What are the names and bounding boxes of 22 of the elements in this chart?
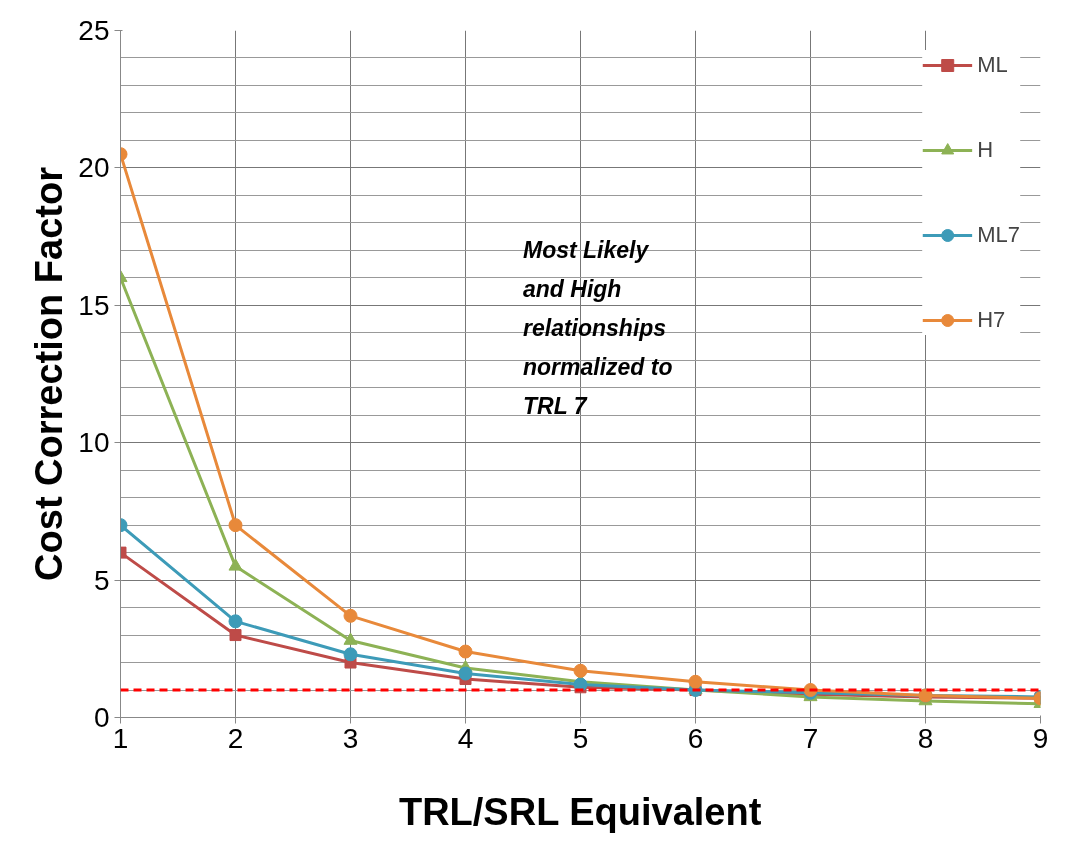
y-tick-label: 5	[93, 564, 110, 596]
legend-label: H	[977, 137, 995, 163]
annotation: Most Likely and High relationships normalized to TRL 7	[523, 236, 673, 419]
x-tick-label: 9	[1032, 722, 1049, 754]
x-tick-label: 4	[457, 722, 474, 754]
x-tick-label: 6	[687, 722, 704, 754]
y-tick-label: 0	[93, 702, 110, 733]
x-tick-label: 3	[342, 722, 359, 754]
x-tick-label: 1	[112, 722, 129, 754]
y-tick-label: 15	[78, 289, 110, 321]
y-axis-title: Cost Correction Factor	[28, 166, 71, 581]
x-tick-label: 5	[572, 722, 589, 754]
y-tick-label: 25	[78, 15, 110, 46]
x-tick-label: 8	[917, 722, 934, 754]
x-axis-title: TRL/SRL Equivalent	[398, 790, 762, 833]
x-tick-label: 7	[802, 722, 819, 754]
y-tick-label: 10	[78, 427, 110, 459]
legend-label: ML7	[977, 222, 1020, 248]
legend-label: ML	[977, 52, 1008, 78]
x-tick-label: 2	[227, 722, 244, 754]
legend-label: H7	[977, 307, 1006, 333]
y-tick-label: 20	[78, 152, 110, 184]
